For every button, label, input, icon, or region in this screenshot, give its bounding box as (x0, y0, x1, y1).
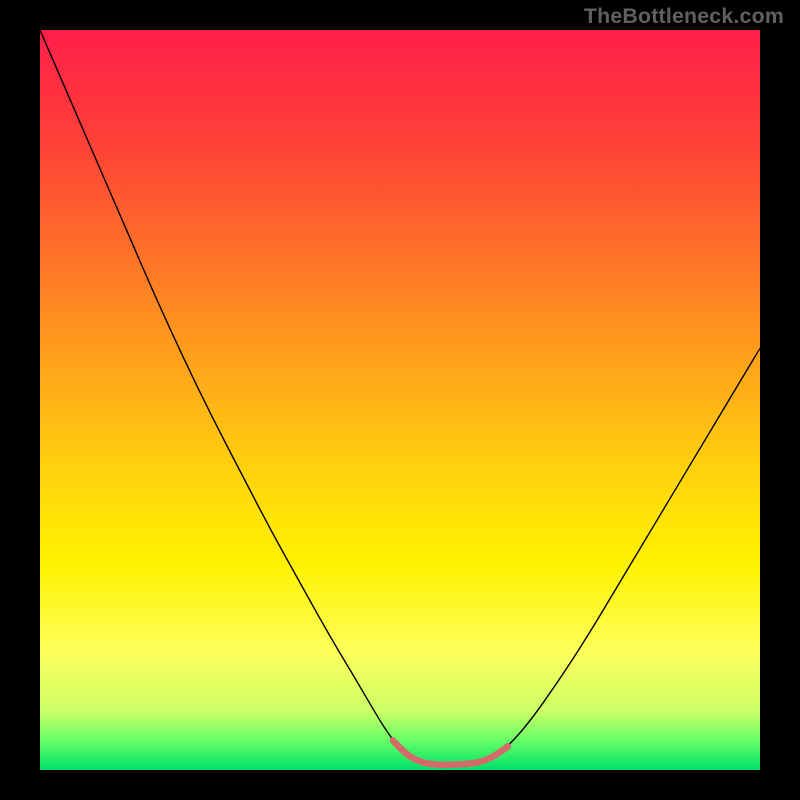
plot-area (40, 30, 760, 770)
watermark-text: TheBottleneck.com (584, 4, 784, 29)
series-bottleneck_curve (40, 30, 760, 765)
chart-frame: TheBottleneck.com (0, 0, 800, 800)
curve-svg (40, 30, 760, 770)
series-sweet_spot_marker (393, 740, 508, 764)
